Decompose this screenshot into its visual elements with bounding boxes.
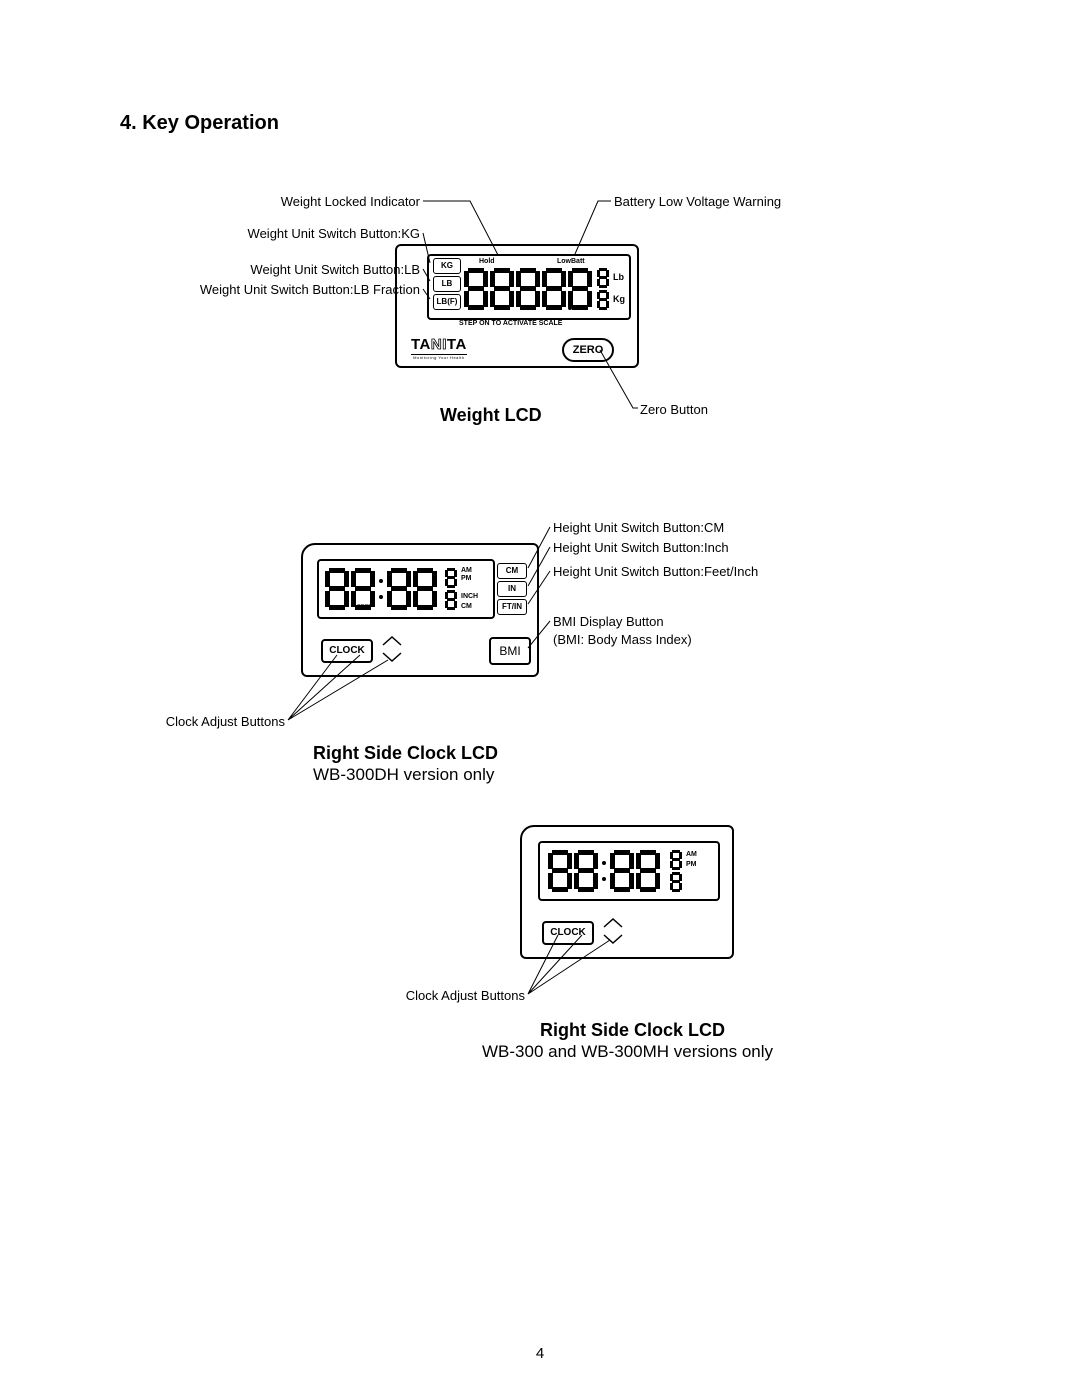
clock-button-dh[interactable]: CLOCK (321, 639, 373, 663)
weight-lcd-module: Hold LowBatt Lb Kg KG LB LB(F) STEP ON T… (395, 244, 639, 368)
cm-button[interactable]: CM (497, 563, 527, 579)
clock-dh-digits (325, 568, 437, 610)
clock-lcd-dh-module: AM PM FEET INCH CM CM IN FT/IN CLOCK BMI (301, 543, 539, 677)
inch-indicator: INCH (461, 593, 478, 600)
label-bmi-button-1: BMI Display Button (553, 614, 664, 629)
kg-button[interactable]: KG (433, 258, 461, 274)
in-button[interactable]: IN (497, 581, 527, 597)
clock-std-caption-sub: WB-300 and WB-300MH versions only (482, 1042, 773, 1062)
cm-indicator: CM (461, 603, 472, 610)
bmi-button[interactable]: BMI (489, 637, 531, 665)
label-unit-lb: Weight Unit Switch Button:LB (170, 262, 420, 277)
page-number: 4 (0, 1345, 1080, 1362)
clock-std-leader-lines (0, 0, 1080, 1397)
tanita-logo: TANITA Monitoring Your Health (411, 336, 467, 360)
ftin-button[interactable]: FT/IN (497, 599, 527, 615)
clock-dh-leader-lines (0, 0, 1080, 1397)
label-locked-indicator: Weight Locked Indicator (190, 194, 420, 209)
label-unit-kg: Weight Unit Switch Button:KG (170, 226, 420, 241)
lb-unit-indicator: Lb (613, 272, 624, 282)
clock-dh-caption-sub: WB-300DH version only (313, 765, 494, 785)
clock-std-lcd-frame: AM PM (538, 841, 720, 901)
clock-dh-caption-title: Right Side Clock LCD (313, 743, 498, 764)
pm-indicator-dh: PM (461, 575, 472, 582)
kg-unit-indicator: Kg (613, 294, 625, 304)
hold-indicator: Hold (479, 258, 495, 265)
clock-button-std[interactable]: CLOCK (542, 921, 594, 945)
label-clock-adjust-dh: Clock Adjust Buttons (100, 714, 285, 729)
lbf-button[interactable]: LB(F) (433, 294, 461, 310)
weight-lcd-caption: Weight LCD (440, 405, 542, 426)
weight-digits (464, 268, 592, 310)
weight-leader-lines (0, 0, 1080, 1397)
am-indicator-std: AM (686, 851, 697, 858)
clock-std-digits (548, 850, 660, 892)
clock-std-caption-title: Right Side Clock LCD (540, 1020, 725, 1041)
label-in-button: Height Unit Switch Button:Inch (553, 540, 729, 555)
label-unit-lbf: Weight Unit Switch Button:LB Fraction (130, 282, 420, 297)
clock-lcd-std-module: AM PM CLOCK (520, 825, 734, 959)
lowbatt-indicator: LowBatt (557, 258, 585, 265)
zero-button[interactable]: ZERO (562, 338, 614, 362)
label-battery-warn: Battery Low Voltage Warning (614, 194, 781, 209)
label-zero-button: Zero Button (640, 402, 708, 417)
activate-scale-text: STEP ON TO ACTIVATE SCALE (459, 320, 562, 327)
clock-adjust-arrows-dh[interactable] (375, 635, 409, 663)
clock-dh-lcd-frame: AM PM FEET INCH CM (317, 559, 495, 619)
label-bmi-button-2: (BMI: Body Mass Index) (553, 632, 692, 647)
label-ftin-button: Height Unit Switch Button:Feet/Inch (553, 564, 758, 579)
section-heading: 4. Key Operation (120, 112, 279, 135)
am-indicator-dh: AM (461, 567, 472, 574)
pm-indicator-std: PM (686, 861, 697, 868)
page: 4. Key Operation Hold LowBatt Lb Kg KG L… (0, 0, 1080, 1397)
feet-indicator: FEET (357, 605, 372, 611)
label-clock-adjust-std: Clock Adjust Buttons (340, 988, 525, 1003)
label-cm-button: Height Unit Switch Button:CM (553, 520, 724, 535)
clock-adjust-arrows-std[interactable] (596, 917, 630, 945)
lb-button[interactable]: LB (433, 276, 461, 292)
